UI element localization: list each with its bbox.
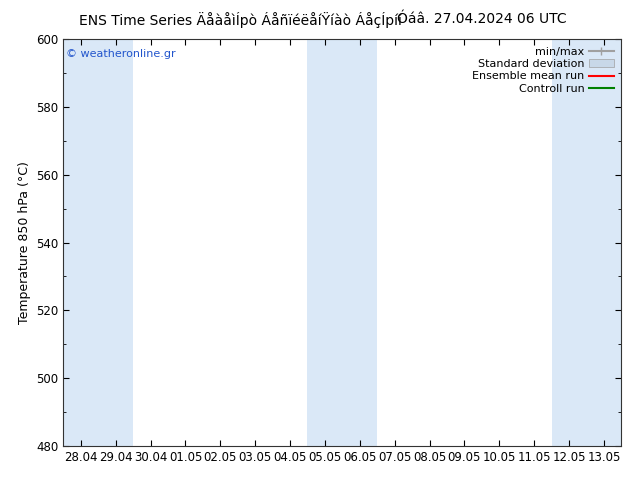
Legend: min/max, Standard deviation, Ensemble mean run, Controll run: min/max, Standard deviation, Ensemble me… bbox=[468, 43, 618, 98]
Bar bbox=[552, 39, 621, 446]
Text: Óáâ. 27.04.2024 06 UTC: Óáâ. 27.04.2024 06 UTC bbox=[397, 12, 567, 26]
Text: ENS Time Series ÄåàåìÍpò ÁåñïéëåíŸíàò ÁåçÍpíí: ENS Time Series ÄåàåìÍpò ÁåñïéëåíŸíàò Áå… bbox=[79, 12, 403, 28]
Text: © weatheronline.gr: © weatheronline.gr bbox=[66, 49, 176, 59]
Bar bbox=[307, 39, 377, 446]
Bar bbox=[63, 39, 133, 446]
Y-axis label: Temperature 850 hPa (°C): Temperature 850 hPa (°C) bbox=[18, 161, 30, 324]
